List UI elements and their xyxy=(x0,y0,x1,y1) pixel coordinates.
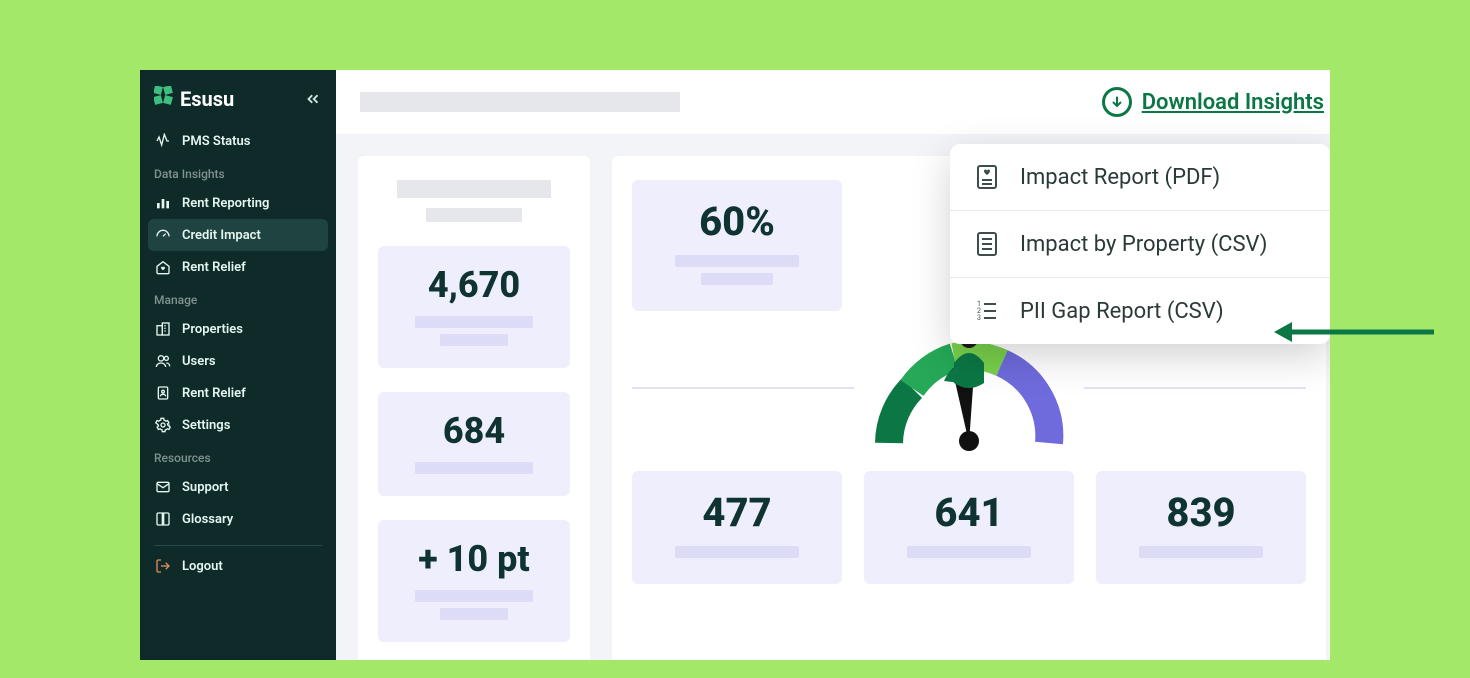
menu-item-label: PII Gap Report (CSV) xyxy=(1020,299,1224,324)
stat-caption-skeleton xyxy=(675,255,800,267)
logout-icon xyxy=(154,558,172,574)
sidebar-divider xyxy=(154,545,322,546)
brand-name: Esusu xyxy=(180,87,234,111)
sidebar-item-label: Support xyxy=(182,480,229,495)
stat-high: 839 xyxy=(1096,471,1306,584)
sidebar-item-label: Settings xyxy=(182,418,230,433)
download-insights-link[interactable]: Download Insights xyxy=(1102,87,1324,117)
doc-lines-icon xyxy=(974,231,1000,257)
card-title-skeleton xyxy=(397,180,551,198)
bar-chart-icon xyxy=(154,195,172,211)
stat-value: 477 xyxy=(648,489,826,536)
sidebar-item-label: PMS Status xyxy=(182,134,250,149)
download-icon xyxy=(1102,87,1132,117)
stat-caption-skeleton xyxy=(701,273,772,285)
house-heart-icon xyxy=(154,259,172,275)
sidebar-item-settings[interactable]: Settings xyxy=(140,409,336,441)
outer-frame: Esusu PMS Status Data Insights Rent Repo… xyxy=(20,20,1450,660)
gear-icon xyxy=(154,417,172,433)
sidebar-item-label: Users xyxy=(182,354,216,369)
sidebar-item-label: Logout xyxy=(182,559,223,574)
stat-low: 477 xyxy=(632,471,842,584)
stat-value: 684 xyxy=(390,410,558,452)
annotation-arrow xyxy=(1274,320,1434,344)
sidebar-item-label: Glossary xyxy=(182,512,233,527)
stat-point-change: + 10 pt xyxy=(378,520,570,642)
sidebar-item-support[interactable]: Support xyxy=(140,471,336,503)
doc-heart-icon xyxy=(974,164,1000,190)
sidebar-item-logout[interactable]: Logout xyxy=(140,550,336,582)
buildings-icon xyxy=(154,321,172,337)
sidebar-item-users[interactable]: Users xyxy=(140,345,336,377)
stat-caption-skeleton xyxy=(415,316,533,328)
menu-item-impact-by-property-csv[interactable]: Impact by Property (CSV) xyxy=(950,210,1330,277)
card-subtitle-skeleton xyxy=(426,208,522,222)
bottom-stats-row: 477 641 839 xyxy=(632,471,1306,584)
sidebar: Esusu PMS Status Data Insights Rent Repo… xyxy=(140,70,336,660)
sidebar-item-label: Rent Relief xyxy=(182,386,246,401)
brand-logo-icon xyxy=(154,86,174,111)
stat-caption-skeleton xyxy=(440,334,507,346)
main-panel: Download Insights 4,670 684 xyxy=(336,70,1330,660)
menu-item-label: Impact Report (PDF) xyxy=(1020,165,1220,190)
stat-caption-skeleton xyxy=(415,462,533,474)
menu-item-pii-gap-report-csv[interactable]: 123 PII Gap Report (CSV) xyxy=(950,277,1330,344)
stat-avg-score: 684 xyxy=(378,392,570,496)
sidebar-section-label: Manage xyxy=(140,283,336,313)
sidebar-item-pms-status[interactable]: PMS Status xyxy=(140,125,336,157)
page-title-skeleton xyxy=(360,92,680,112)
stat-value: 839 xyxy=(1112,489,1290,536)
stat-caption-skeleton xyxy=(415,590,533,602)
stat-caption-skeleton xyxy=(675,546,800,558)
sidebar-section-label: Resources xyxy=(140,441,336,471)
app-window: Esusu PMS Status Data Insights Rent Repo… xyxy=(140,70,1330,660)
stat-value: 4,670 xyxy=(390,264,558,306)
sidebar-item-label: Rent Reporting xyxy=(182,196,269,211)
stat-value: 60% xyxy=(648,198,826,245)
sidebar-item-label: Properties xyxy=(182,322,243,337)
mail-icon xyxy=(154,479,172,495)
download-menu: Impact Report (PDF) Impact by Property (… xyxy=(950,144,1330,344)
users-icon xyxy=(154,353,172,369)
id-badge-icon xyxy=(154,385,172,401)
sidebar-item-rent-relief-insights[interactable]: Rent Relief xyxy=(140,251,336,283)
sidebar-item-credit-impact[interactable]: Credit Impact xyxy=(148,219,328,251)
stat-caption-skeleton xyxy=(907,546,1032,558)
sidebar-item-glossary[interactable]: Glossary xyxy=(140,503,336,535)
stat-caption-skeleton xyxy=(1139,546,1264,558)
gauge-icon xyxy=(154,227,172,243)
sidebar-item-properties[interactable]: Properties xyxy=(140,313,336,345)
stat-residents-credit: 4,670 xyxy=(378,246,570,368)
numbered-list-icon: 123 xyxy=(974,298,1000,324)
stat-mid: 641 xyxy=(864,471,1074,584)
stat-percent: 60% xyxy=(632,180,842,311)
sidebar-section-label: Data Insights xyxy=(140,157,336,187)
book-icon xyxy=(154,511,172,527)
download-insights-label: Download Insights xyxy=(1142,90,1324,115)
brand-logo[interactable]: Esusu xyxy=(154,86,234,111)
stat-value: + 10 pt xyxy=(390,538,558,580)
menu-item-label: Impact by Property (CSV) xyxy=(1020,232,1267,257)
sidebar-collapse-button[interactable] xyxy=(304,90,322,108)
stat-caption-skeleton xyxy=(440,608,507,620)
sidebar-item-rent-relief-manage[interactable]: Rent Relief xyxy=(140,377,336,409)
topbar: Download Insights xyxy=(336,70,1330,134)
stat-value: 641 xyxy=(880,489,1058,536)
stats-card-left: 4,670 684 + 10 pt xyxy=(358,156,590,660)
sidebar-item-rent-reporting[interactable]: Rent Reporting xyxy=(140,187,336,219)
sidebar-item-label: Rent Relief xyxy=(182,260,246,275)
menu-item-impact-report-pdf[interactable]: Impact Report (PDF) xyxy=(950,144,1330,210)
activity-icon xyxy=(154,133,172,149)
svg-text:3: 3 xyxy=(977,314,981,322)
sidebar-item-label: Credit Impact xyxy=(182,228,261,243)
